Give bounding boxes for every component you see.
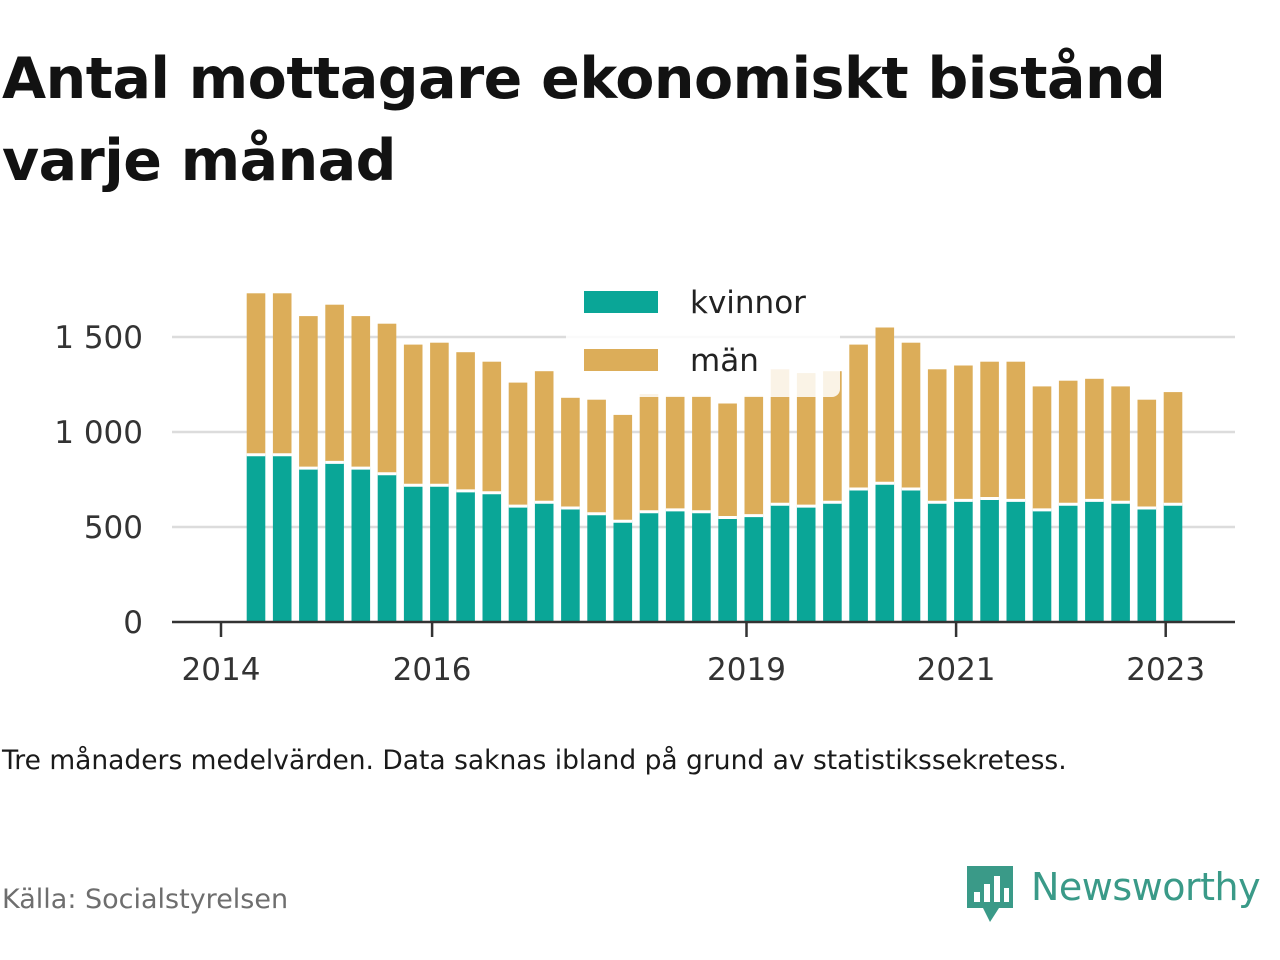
bar-kvinnor — [587, 513, 606, 622]
bar-kvinnor — [692, 511, 711, 622]
bar-man — [351, 316, 371, 469]
bar-man — [377, 323, 397, 474]
chart-title: Antal mottagare ekonomiskt bistånd varje… — [2, 46, 1166, 194]
bar-kvinnor — [639, 511, 659, 622]
legend: kvinnor män — [566, 275, 840, 397]
bar-kvinnor — [1163, 504, 1183, 622]
bar-kvinnor — [482, 492, 502, 622]
legend-swatch-man — [584, 349, 658, 371]
bars — [246, 293, 1183, 622]
x-tick-label: 2023 — [1126, 652, 1205, 688]
bar-kvinnor — [508, 506, 528, 622]
axes: 0 500 1 000 1 500 2014 2016 2019 2021 2023 — [54, 320, 1235, 688]
chart-note: Tre månaders medelvärden. Data saknas ib… — [2, 745, 1067, 776]
bar-man — [587, 399, 606, 514]
stacked-bar-chart: 0 500 1 000 1 500 2014 2016 2019 2021 2023 kvinn… — [54, 275, 1235, 688]
bar-man — [1006, 361, 1026, 501]
bar-kvinnor — [1111, 502, 1130, 622]
bar-man — [875, 327, 895, 484]
newsworthy-logo-icon — [967, 866, 1013, 922]
bar-kvinnor — [377, 473, 397, 622]
bar-man — [901, 342, 921, 489]
bar-man — [403, 344, 423, 486]
bar-man — [823, 371, 842, 503]
legend-label-man: män — [690, 343, 759, 379]
bar-kvinnor — [456, 490, 475, 622]
x-tick-label: 2014 — [182, 652, 261, 688]
bar-kvinnor — [927, 502, 947, 622]
bar-man — [1058, 380, 1078, 505]
bar-kvinnor — [875, 483, 895, 622]
bar-kvinnor — [1058, 504, 1078, 622]
bar-kvinnor — [534, 502, 554, 622]
bar-kvinnor — [272, 454, 292, 622]
bar-man — [1032, 386, 1052, 510]
bar-kvinnor — [351, 468, 371, 622]
bar-man — [482, 361, 502, 493]
bar-man — [744, 395, 764, 516]
bar-man — [508, 382, 528, 507]
y-tick-label: 1 000 — [54, 415, 143, 451]
bar-man — [665, 395, 685, 510]
bar-man — [430, 342, 449, 486]
legend-swatch-kvinnor — [584, 291, 658, 313]
bar-kvinnor — [823, 502, 842, 622]
bar-kvinnor — [849, 489, 868, 622]
y-tick-label: 1 500 — [54, 320, 143, 356]
bar-man — [456, 352, 475, 491]
bar-kvinnor — [1137, 508, 1157, 622]
bar-man — [561, 397, 580, 508]
bar-kvinnor — [901, 489, 921, 622]
x-tick-label: 2021 — [917, 652, 996, 688]
bar-man — [1163, 392, 1183, 505]
bar-kvinnor — [665, 509, 685, 622]
bar-man — [849, 344, 868, 489]
y-tick-label: 500 — [84, 510, 143, 546]
bar-kvinnor — [980, 498, 999, 622]
bar-kvinnor — [796, 506, 816, 622]
bar-kvinnor — [561, 508, 580, 622]
bar-man — [692, 395, 711, 512]
bar-man — [927, 369, 947, 503]
bar-kvinnor — [325, 462, 344, 622]
bar-kvinnor — [718, 517, 737, 622]
bar-kvinnor — [1032, 509, 1052, 622]
bar-kvinnor — [403, 485, 423, 622]
bar-man — [954, 365, 973, 501]
x-tick-label: 2019 — [707, 652, 786, 688]
bar-kvinnor — [770, 504, 790, 622]
bar-man — [325, 304, 344, 463]
bar-kvinnor — [613, 521, 633, 622]
x-tick-label: 2016 — [393, 652, 472, 688]
bar-man — [639, 394, 659, 512]
bar-kvinnor — [430, 485, 449, 622]
bar-kvinnor — [299, 468, 318, 622]
bar-man — [1137, 399, 1157, 508]
legend-label-kvinnor: kvinnor — [690, 285, 806, 321]
bar-man — [272, 293, 292, 455]
bar-man — [770, 369, 790, 505]
bar-man — [613, 414, 633, 522]
bar-kvinnor — [954, 500, 973, 622]
bar-kvinnor — [1085, 500, 1104, 622]
bar-man — [534, 371, 554, 503]
bar-kvinnor — [744, 515, 764, 622]
source-label: Källa: Socialstyrelsen — [2, 884, 289, 915]
bar-kvinnor — [1006, 500, 1026, 622]
bar-man — [1085, 378, 1104, 501]
bar-man — [1111, 386, 1130, 503]
brand-name: Newsworthy — [1031, 865, 1261, 909]
y-tick-label: 0 — [123, 605, 143, 641]
bar-man — [980, 361, 999, 499]
bar-man — [299, 316, 318, 469]
bar-man — [246, 293, 266, 455]
brand[interactable]: Newsworthy — [965, 862, 1261, 926]
bar-kvinnor — [246, 454, 266, 622]
bar-man — [718, 403, 737, 518]
bar-man — [796, 373, 816, 507]
